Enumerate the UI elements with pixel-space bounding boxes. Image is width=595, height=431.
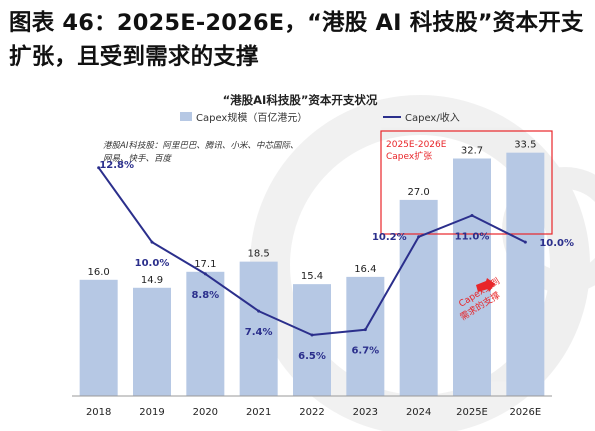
bar-2018	[79, 279, 118, 396]
chart-note: 港股AI科技股：阿里巴巴、腾讯、小米、中芯国际、 网易、快手、百度	[103, 140, 301, 164]
line-layer	[97, 166, 527, 337]
highlight-box	[380, 130, 553, 235]
chart-title: “港股AI科技股”资本开支状况	[223, 93, 378, 107]
x-tick-2024: 2024	[406, 407, 431, 418]
bar-label-2019: 14.9	[141, 275, 163, 286]
x-tick-2019: 2019	[139, 407, 164, 418]
legend: Capex规模（百亿港元） Capex/收入	[180, 111, 460, 124]
line-label-2022: 6.5%	[298, 351, 326, 362]
highlight-box-label-1: 2025E-2026E	[386, 140, 447, 150]
bar-label-2025E: 32.7	[461, 145, 483, 156]
bar-label-2020: 17.1	[194, 259, 216, 270]
note-line-2: 网易、快手、百度	[103, 153, 173, 164]
x-tick-labels: 2018 2019 2020 2021 2022 2023 2024 2025E 2026E	[86, 407, 541, 418]
line-point-2023	[363, 328, 367, 332]
legend-label-line: Capex/收入	[405, 111, 460, 124]
legend-swatch-bar	[180, 112, 192, 121]
bar-2024	[399, 199, 438, 396]
bar-2025E	[453, 158, 491, 396]
bar-label-2023: 16.4	[354, 264, 376, 275]
line-point-2018	[97, 166, 101, 170]
x-tick-2025E: 2025E	[456, 407, 488, 418]
line-point-2020	[203, 272, 207, 276]
x-tick-2023: 2023	[353, 407, 378, 418]
legend-label-bar: Capex规模（百亿港元）	[196, 111, 307, 124]
bar-value-labels: 16.0 14.9 17.1 18.5 15.4 16.4 27.0 32.7 33.5	[88, 140, 537, 286]
bar-2023	[346, 276, 385, 396]
line-label-2018: 12.8%	[99, 160, 134, 171]
arrow-icon	[476, 278, 495, 292]
note-line-1: 港股AI科技股：阿里巴巴、腾讯、小米、中芯国际、	[103, 140, 298, 151]
line-label-2023: 6.7%	[351, 346, 379, 357]
line-label-2026E: 10.0%	[539, 238, 574, 249]
bar-2020	[186, 271, 225, 396]
bar-label-2022: 15.4	[301, 271, 323, 282]
line-point-2022	[310, 333, 314, 337]
x-tick-2022: 2022	[299, 407, 324, 418]
bar-label-2018: 16.0	[88, 267, 110, 278]
line-point-2021	[257, 309, 261, 313]
x-tick-2021: 2021	[246, 407, 271, 418]
line-point-2026E	[523, 240, 527, 244]
bar-label-2024: 27.0	[408, 187, 430, 198]
bar-2019	[133, 287, 171, 396]
highlight-box-label: 2025E-2026E Capex扩张	[386, 140, 449, 162]
line-label-2024: 10.2%	[372, 232, 407, 243]
bars-layer	[79, 152, 545, 396]
x-tick-2026E: 2026E	[509, 407, 541, 418]
line-label-2019: 10.0%	[135, 258, 170, 269]
bar-2026E	[506, 152, 545, 396]
bar-2021	[239, 261, 278, 396]
figure-title: 图表 46：2025E-2026E，“港股 AI 科技股”资本开支扩张，且受到需…	[9, 10, 584, 70]
bar-label-2021: 18.5	[248, 249, 270, 260]
highlight-box-label-2: Capex扩张	[386, 150, 432, 162]
x-tick-2018: 2018	[86, 407, 111, 418]
line-point-2024	[417, 235, 421, 239]
line-point-2019	[150, 240, 154, 244]
bar-2022	[293, 284, 331, 396]
line-label-2021: 7.4%	[245, 327, 273, 338]
line-point-2025E	[470, 214, 474, 218]
bar-label-2026E: 33.5	[514, 140, 536, 151]
line-value-labels: 12.8% 10.0% 8.8% 7.4% 6.5% 6.7% 10.2% 11.0% 10.0…	[99, 160, 574, 362]
line-label-2025E: 11.0%	[455, 232, 490, 243]
line-label-2020: 8.8%	[191, 290, 219, 301]
x-tick-2020: 2020	[193, 407, 218, 418]
support-arrow	[476, 278, 495, 292]
